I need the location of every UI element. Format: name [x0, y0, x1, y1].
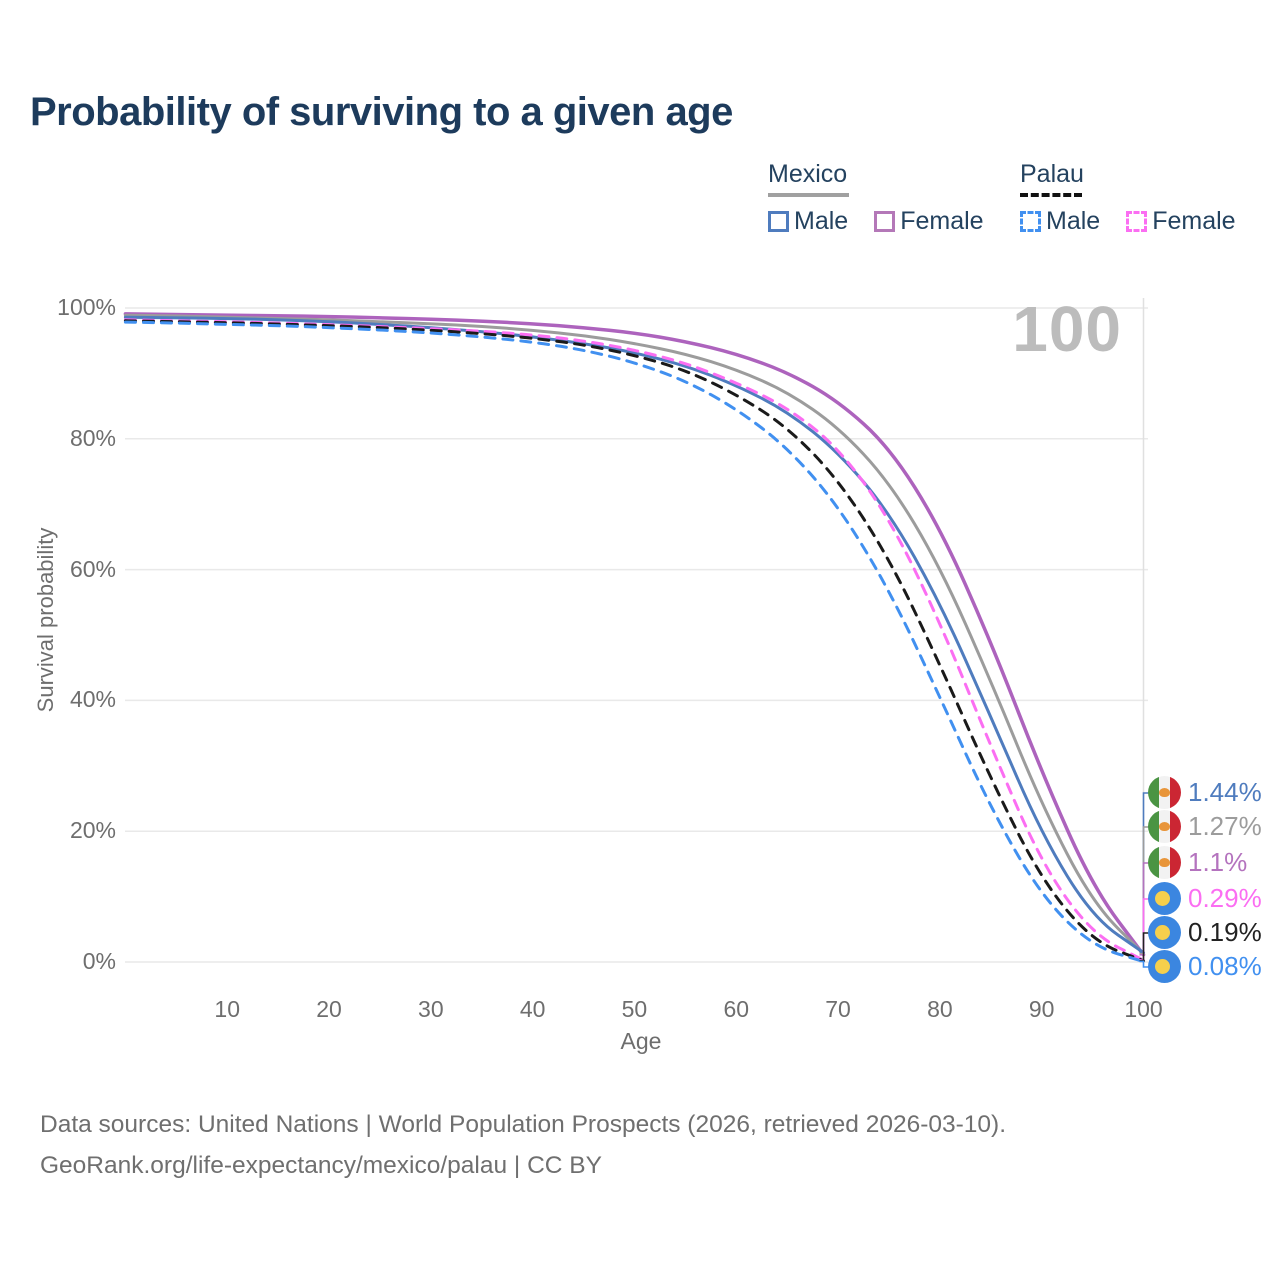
y-tick-label: 100%	[57, 294, 116, 320]
x-tick-label: 50	[621, 996, 648, 1022]
palau-female-swatch	[1126, 211, 1148, 232]
end-value-label: 1.1%	[1188, 847, 1248, 877]
legend-item-mexico-female[interactable]: Female	[874, 207, 984, 236]
end-value-label: 0.29%	[1188, 883, 1262, 913]
mexico-flag-icon	[1148, 776, 1181, 809]
age-counter-watermark: 100	[1012, 293, 1122, 365]
palau-flag-icon	[1148, 916, 1181, 949]
palau-male-curve	[123, 320, 1145, 963]
end-label-row[interactable]: 1.1%	[1148, 846, 1247, 879]
x-tick-label: 20	[316, 996, 342, 1022]
x-tick-label: 40	[519, 996, 546, 1022]
flag-emblem	[1155, 925, 1170, 940]
flag-emblem	[1155, 959, 1170, 974]
end-value-label: 0.08%	[1188, 951, 1262, 981]
x-tick-label: 90	[1028, 996, 1055, 1022]
legend-item-label: Male	[794, 207, 849, 235]
flag-emblem	[1159, 822, 1170, 831]
y-tick-label: 40%	[69, 686, 116, 713]
mexico-series-swatch	[768, 193, 849, 197]
mexico-female-swatch	[874, 211, 896, 232]
y-axis-title: Survival probability	[33, 527, 58, 713]
x-tick-label: 10	[214, 996, 240, 1022]
x-tick-label: 80	[927, 996, 953, 1022]
mexico-flag-icon	[1148, 810, 1181, 843]
flag-emblem	[1159, 788, 1170, 797]
palau-male-swatch	[1020, 211, 1041, 232]
y-tick-label: 20%	[69, 817, 116, 844]
y-tick-label: 0%	[82, 948, 116, 974]
end-value-label: 1.44%	[1188, 777, 1262, 807]
end-value-label: 0.19%	[1188, 917, 1262, 947]
x-tick-label: 30	[418, 996, 444, 1022]
attribution-line: GeoRank.org/life-expectancy/mexico/palau…	[40, 1152, 602, 1179]
legend-item-label: Female	[1152, 207, 1236, 235]
flag-emblem	[1155, 891, 1170, 906]
mexico-female-curve	[123, 312, 1146, 957]
leader-line	[1139, 960, 1149, 968]
end-value-label: 1.27%	[1188, 811, 1262, 841]
page-title: Probability of surviving to a given age	[30, 90, 733, 134]
legend-item-label: Male	[1046, 207, 1101, 235]
legend-country-label[interactable]: Mexico	[768, 160, 848, 188]
legend-item-label: Female	[900, 207, 984, 235]
mexico-flag-icon	[1148, 846, 1181, 879]
mexico-male-swatch	[768, 211, 789, 232]
x-tick-label: 60	[723, 996, 750, 1022]
palau-female-curve	[123, 318, 1145, 962]
x-axis-title: Age	[620, 1028, 662, 1054]
footer: Data sources: United Nations | World Pop…	[40, 1104, 1006, 1186]
data-sources-line: Data sources: United Nations | World Pop…	[40, 1111, 1007, 1138]
legend-item-palau-female[interactable]: Female	[1126, 207, 1236, 236]
mexico-both-curve	[123, 313, 1145, 956]
x-tick-label: 100	[1124, 996, 1163, 1022]
end-label-row[interactable]: 1.27%	[1148, 810, 1262, 843]
end-label-row[interactable]: 0.29%	[1148, 882, 1262, 915]
flag-emblem	[1159, 858, 1170, 867]
legend-item-palau-male[interactable]: Male	[1020, 207, 1100, 236]
palau-flag-icon	[1148, 950, 1181, 983]
end-label-row[interactable]: 0.08%	[1148, 950, 1262, 983]
legend-country-label[interactable]: Palau	[1020, 160, 1084, 188]
mexico-male-curve	[123, 315, 1145, 955]
x-tick-label: 70	[825, 996, 851, 1022]
palau-series-swatch	[1020, 193, 1082, 197]
palau-both-curve	[123, 319, 1145, 963]
legend-group-palau: Palau Male Female	[1020, 160, 1236, 236]
end-label-row[interactable]: 1.44%	[1148, 776, 1262, 809]
legend-group-mexico: Mexico Male Female	[768, 160, 984, 236]
y-tick-label: 60%	[69, 555, 116, 582]
palau-flag-icon	[1148, 882, 1181, 915]
end-label-row[interactable]: 0.19%	[1148, 916, 1262, 949]
y-tick-label: 80%	[69, 424, 116, 451]
legend-item-mexico-male[interactable]: Male	[768, 207, 848, 236]
